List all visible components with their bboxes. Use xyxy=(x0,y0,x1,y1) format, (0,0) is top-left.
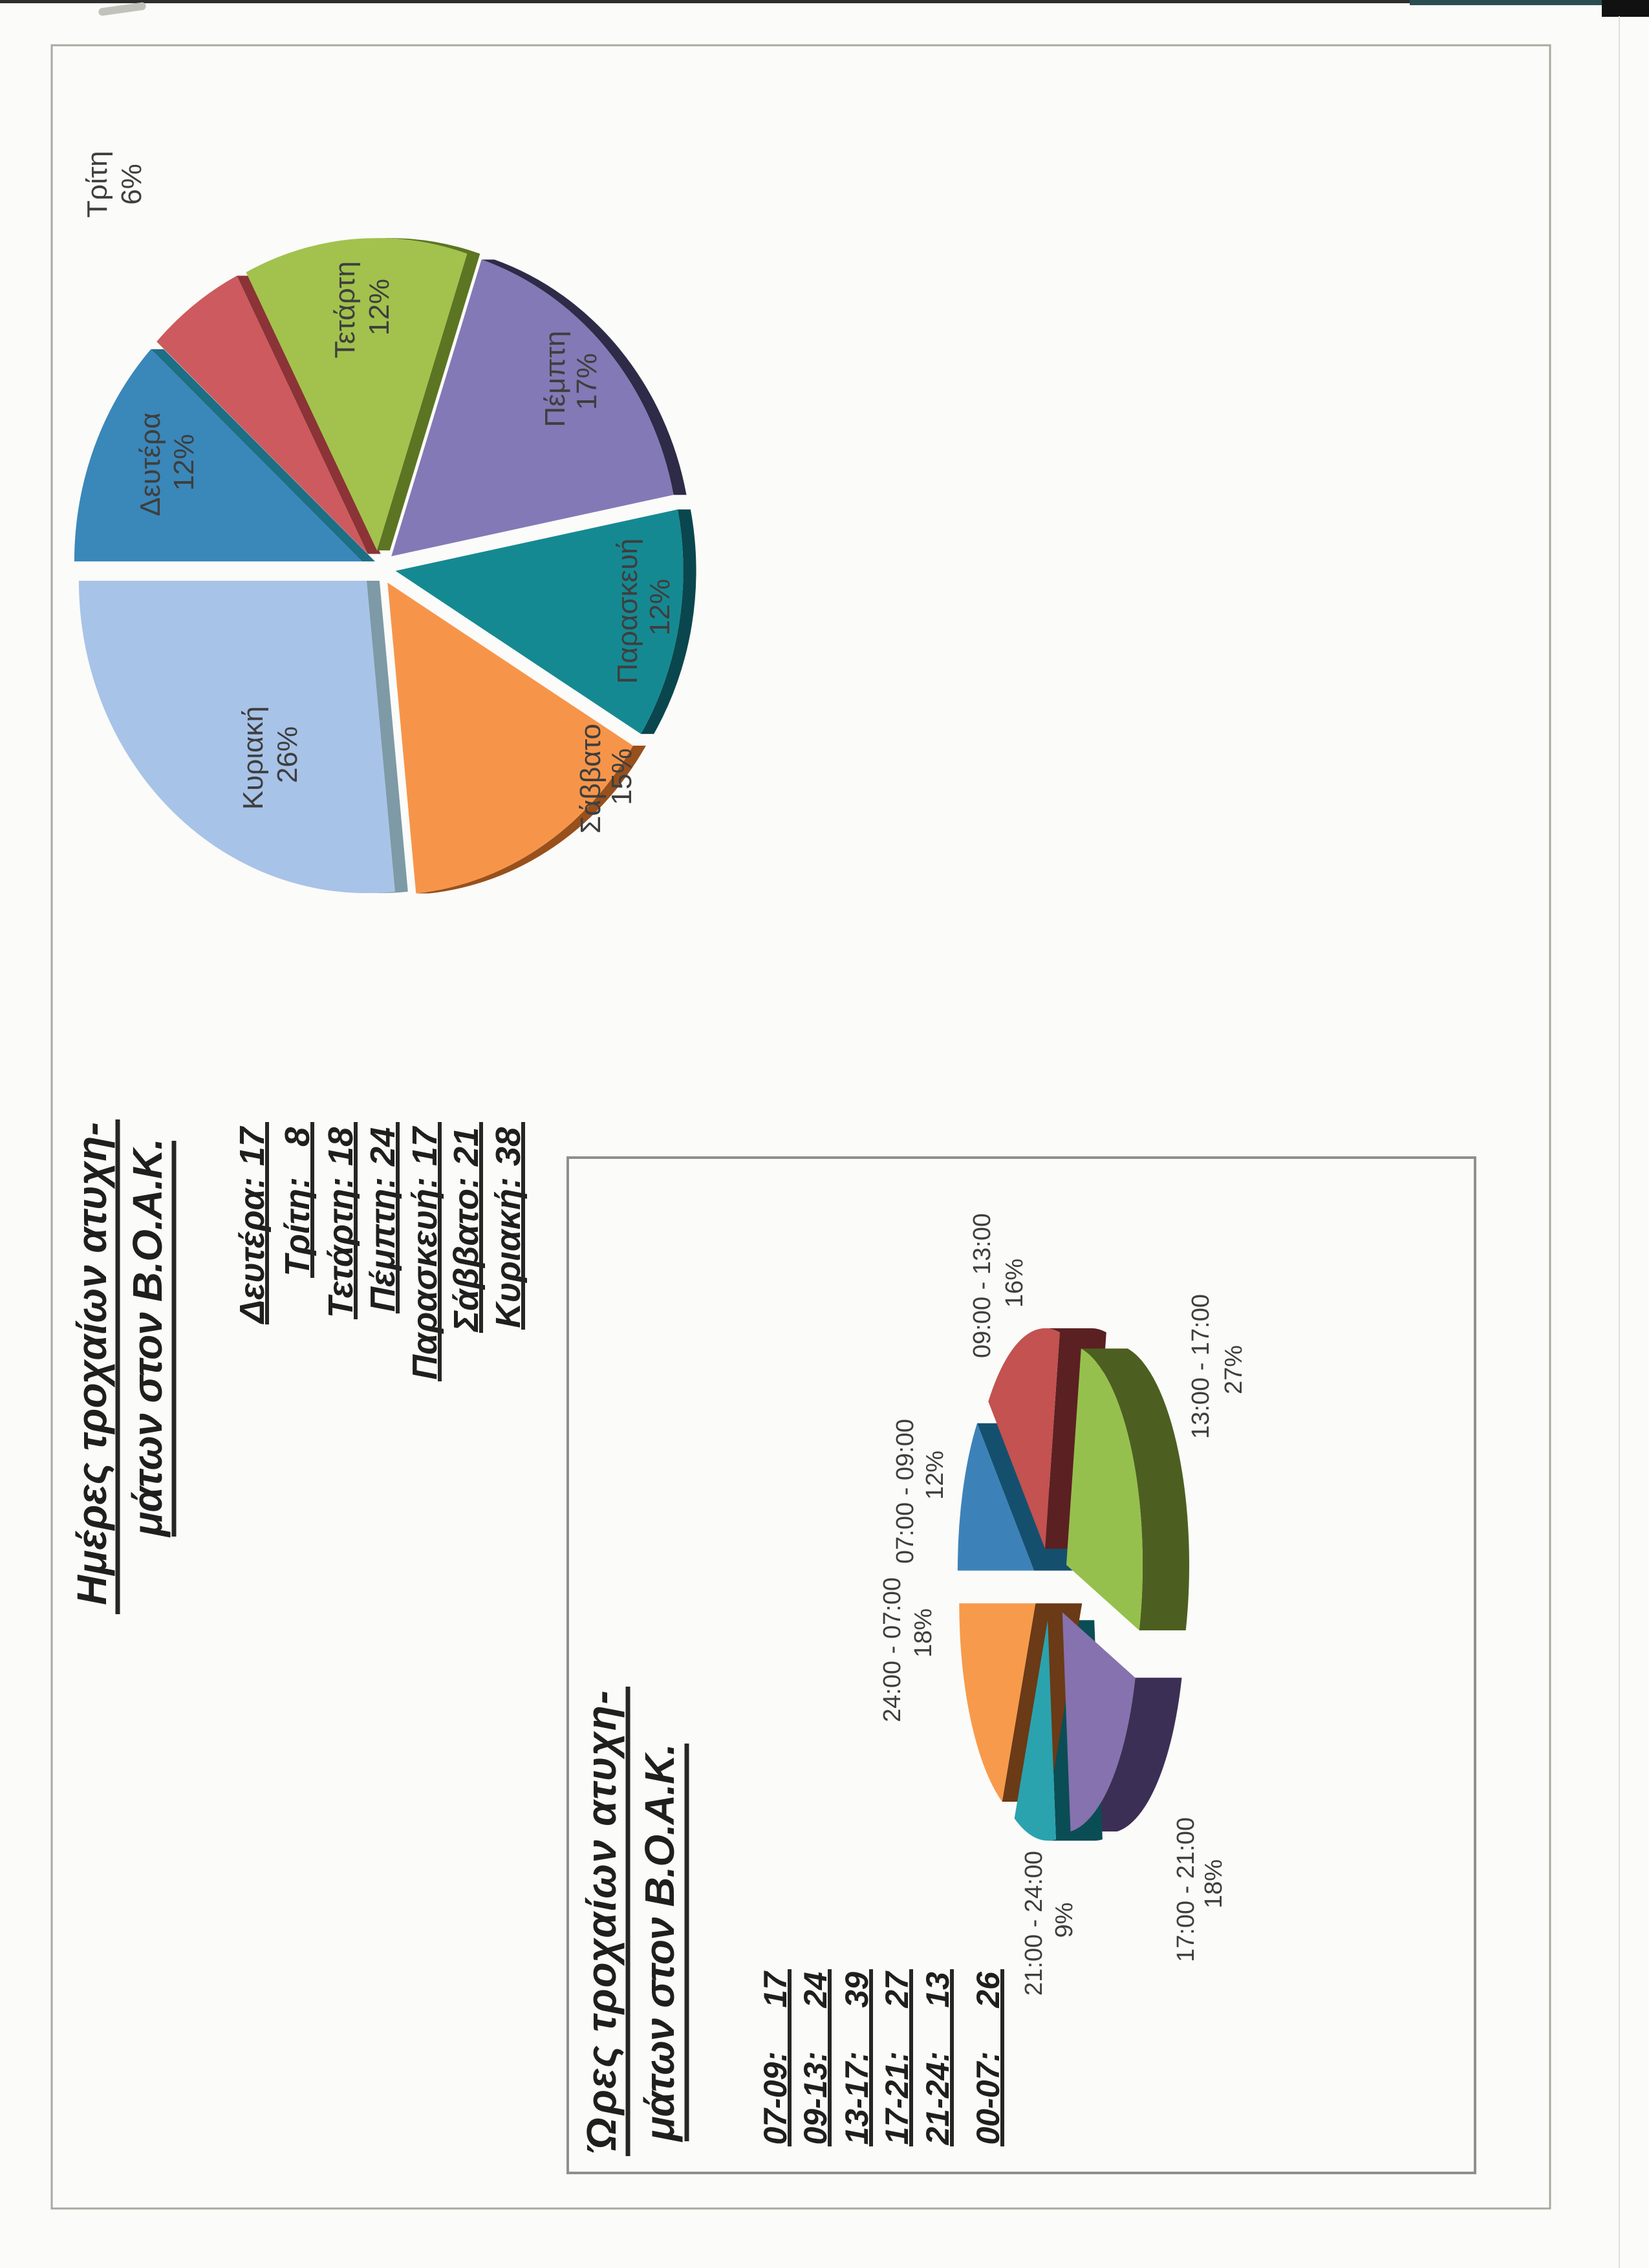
svg-text:27: 27 xyxy=(879,1971,915,2009)
svg-text:17-21:: 17-21: xyxy=(879,2051,915,2145)
svg-text:00-07:: 00-07: xyxy=(970,2051,1006,2145)
svg-text:12%: 12% xyxy=(168,434,200,491)
svg-text:26%: 26% xyxy=(272,726,303,783)
svg-text:17:00 - 21:00: 17:00 - 21:00 xyxy=(1172,1817,1200,1962)
svg-text:21:00 - 24:00: 21:00 - 24:00 xyxy=(1020,1851,1048,1996)
svg-text:6%: 6% xyxy=(116,164,147,205)
svg-text:12%: 12% xyxy=(363,279,395,336)
svg-text:Κυριακή: Κυριακή xyxy=(237,706,269,810)
svg-text:μάτων στον Β.Ο.Α.Κ.: μάτων στον Β.Ο.Α.Κ. xyxy=(636,1744,683,2143)
svg-text:27%: 27% xyxy=(1220,1345,1247,1394)
svg-text:09-13:: 09-13: xyxy=(797,2051,834,2145)
svg-text:Ημέρες τροχαίων ατυχη-: Ημέρες τροχαίων ατυχη- xyxy=(69,1122,115,1605)
svg-text:16%: 16% xyxy=(1001,1258,1028,1308)
svg-text:24:00 - 07:00: 24:00 - 07:00 xyxy=(879,1577,906,1722)
svg-text:12%: 12% xyxy=(644,579,676,636)
svg-text:17: 17 xyxy=(757,1971,793,2008)
svg-text:13-17:: 13-17: xyxy=(839,2051,875,2145)
svg-text:21-24:: 21-24: xyxy=(920,2051,956,2146)
svg-text:07-09:: 07-09: xyxy=(757,2051,793,2145)
svg-text:Παρασκευή: Παρασκευή xyxy=(612,539,643,684)
svg-text:18%: 18% xyxy=(910,1608,937,1658)
svg-text:07:00 - 09:00: 07:00 - 09:00 xyxy=(892,1419,919,1564)
svg-text:18%: 18% xyxy=(1200,1859,1227,1908)
svg-text:9%: 9% xyxy=(1051,1903,1078,1938)
svg-text:39: 39 xyxy=(839,1972,875,2008)
svg-text:Δευτέρα: Δευτέρα xyxy=(135,413,166,517)
svg-text:26: 26 xyxy=(970,1971,1006,2009)
svg-text:μάτων στον Β.Ο.Α.Κ.: μάτων στον Β.Ο.Α.Κ. xyxy=(124,1138,171,1538)
svg-text:Ώρες τροχαίων ατυχη-: Ώρες τροχαίων ατυχη- xyxy=(578,1690,625,2153)
svg-text:Σάββατο: Σάββατο xyxy=(575,724,607,834)
svg-text:Πέμπτη: Πέμπτη xyxy=(539,331,571,427)
svg-text:09:00 - 13:00: 09:00 - 13:00 xyxy=(969,1213,996,1358)
svg-text:24: 24 xyxy=(797,1972,834,2009)
svg-text:13:00 - 17:00: 13:00 - 17:00 xyxy=(1187,1294,1214,1439)
svg-text:17%: 17% xyxy=(571,353,603,410)
svg-text:15%: 15% xyxy=(606,748,638,805)
svg-text:Τρίτη: Τρίτη xyxy=(81,151,113,218)
svg-text:Τετάρτη: Τετάρτη xyxy=(329,261,361,358)
svg-text:13: 13 xyxy=(920,1972,956,2008)
svg-text:12%: 12% xyxy=(921,1451,949,1500)
